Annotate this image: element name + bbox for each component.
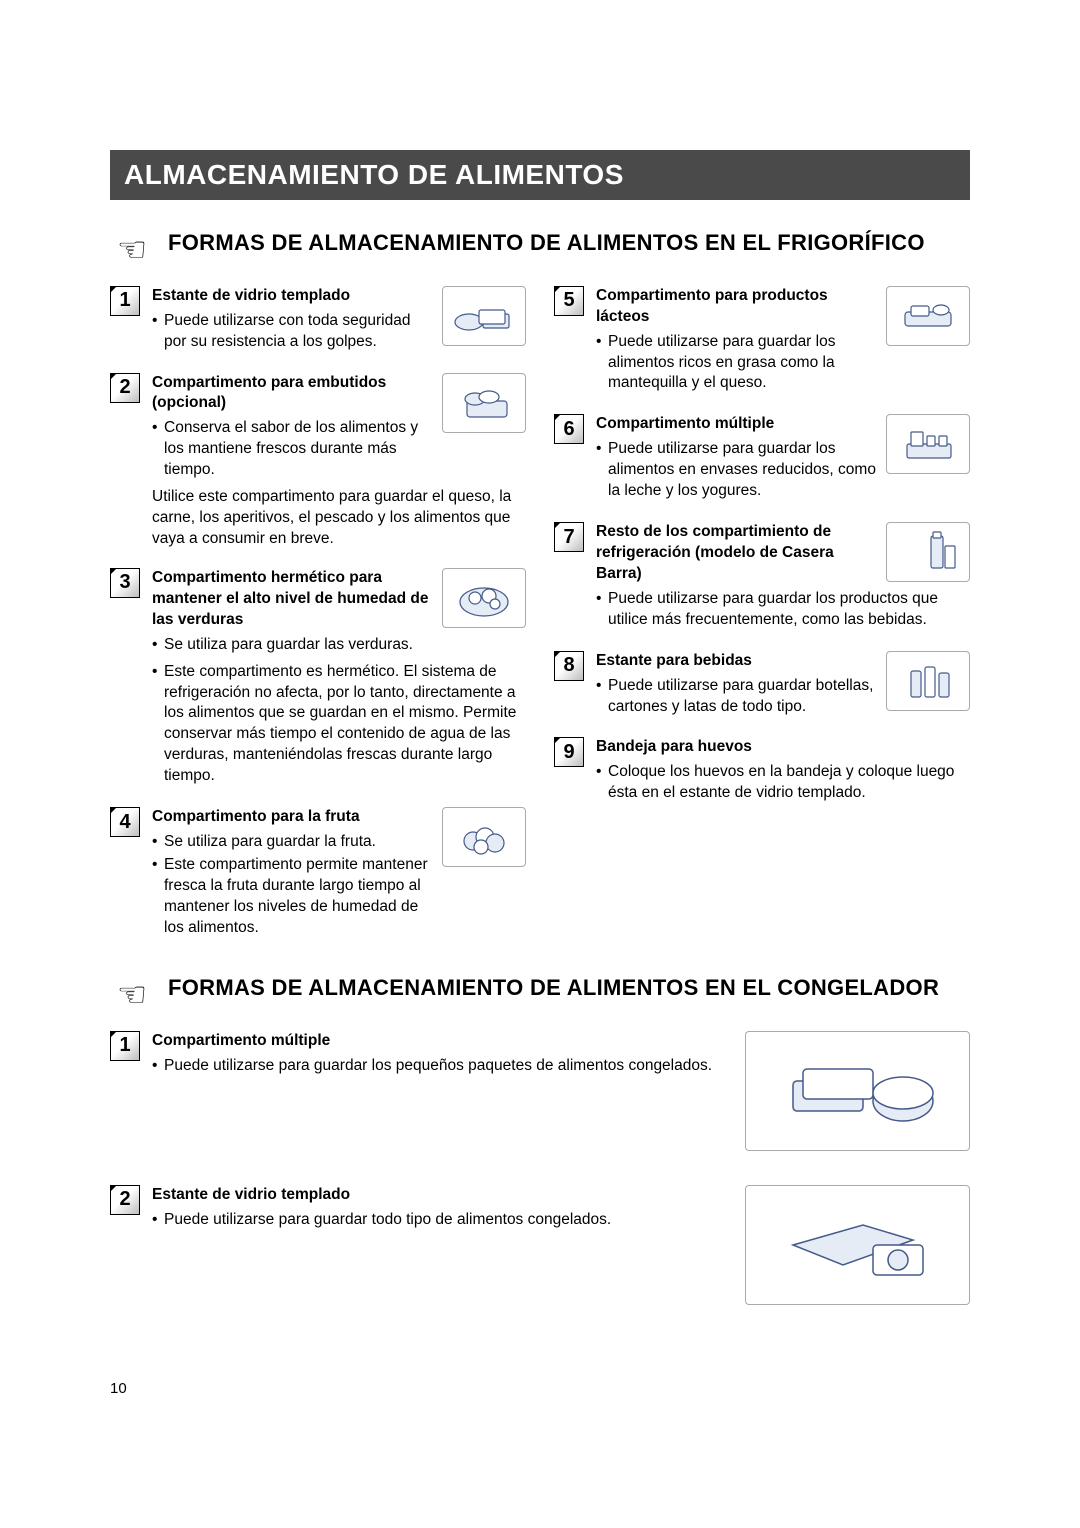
item-6: 6 Compartimento múltiple Puede utilizars… [554,414,970,504]
deli-drawer-icon [442,373,526,433]
item-title: Estante de vidrio templado [152,286,432,307]
section-title: FORMAS DE ALMACENAMIENTO DE ALIMENTOS EN… [168,228,925,258]
item-bullet: Puede utilizarse para guardar los pequeñ… [152,1056,725,1077]
num-badge: 5 [554,286,584,316]
item-9: 9 Bandeja para huevos Coloque los huevos… [554,737,970,806]
num-badge: 3 [110,568,140,598]
fridge-left-col: 1 Estante de vidrio templado Puede utili… [110,286,526,941]
num-badge: 8 [554,651,584,681]
item-bullet: Puede utilizarse para guardar los alimen… [596,332,876,395]
item-title: Compartimento múltiple [596,414,876,435]
item-bullet: Este compartimento permite mantener fres… [152,855,432,939]
freezer-item-1-row: 1 Compartimento múltiple Puede utilizars… [110,1031,970,1163]
item-2: 2 Compartimento para embutidos (opcional… [110,373,526,550]
item-title: Compartimento para embutidos (opcional) [152,373,432,415]
item-bullet: Puede utilizarse con toda seguridad por … [152,311,432,353]
item-bullet: Este compartimento es hermético. El sist… [152,662,526,788]
item-5: 5 Compartimento para productos lácteos P… [554,286,970,397]
bottle-shelf-icon [886,651,970,711]
fruit-bin-icon [442,807,526,867]
item-title: Estante para bebidas [596,651,876,672]
item-3: 3 Compartimento hermético para mantener … [110,568,526,789]
num-badge: 1 [110,286,140,316]
item-bullet: Puede utilizarse para guardar todo tipo … [152,1210,725,1231]
num-badge: 6 [554,414,584,444]
item-1: 1 Estante de vidrio templado Puede utili… [110,286,526,355]
freezer-section: ☜ FORMAS DE ALMACENAMIENTO DE ALIMENTOS … [110,973,970,1339]
item-bullet: Conserva el sabor de los alimentos y los… [152,418,432,481]
section-head: ☜ FORMAS DE ALMACENAMIENTO DE ALIMENTOS … [110,228,970,272]
item-7: 7 Resto de los compartimiento de refrige… [554,522,970,633]
item-title: Estante de vidrio templado [152,1185,725,1206]
item-title: Compartimento para productos lácteos [596,286,876,328]
num-badge: 2 [110,1185,140,1215]
section-title: FORMAS DE ALMACENAMIENTO DE ALIMENTOS EN… [168,973,939,1003]
item-title: Bandeja para huevos [596,737,970,758]
hand-pointing-icon: ☜ [110,973,154,1017]
page-title-bar: ALMACENAMIENTO DE ALIMENTOS [110,150,970,200]
num-badge: 2 [110,373,140,403]
vegetable-bin-icon [442,568,526,628]
item-title: Compartimento hermético para mantener el… [152,568,432,631]
item-bullet: Se utiliza para guardar las verduras. [152,635,432,656]
page-title: ALMACENAMIENTO DE ALIMENTOS [124,156,956,194]
item-4: 4 Compartimento para la fruta Se utiliza… [110,807,526,941]
item-bullet: Puede utilizarse para guardar los produc… [596,589,970,631]
item-title: Compartimento para la fruta [152,807,432,828]
fridge-section: ☜ FORMAS DE ALMACENAMIENTO DE ALIMENTOS … [110,228,970,941]
item-bullet: Coloque los huevos en la bandeja y coloq… [596,762,970,804]
item-bullet: Puede utilizarse para guardar botellas, … [596,676,876,718]
item-extra: Utilice este compartimento para guardar … [152,487,526,550]
item-bullet: Puede utilizarse para guardar los alimen… [596,439,876,502]
item-title: Compartimento múltiple [152,1031,725,1052]
num-badge: 1 [110,1031,140,1061]
glass-shelf-icon [442,286,526,346]
num-badge: 9 [554,737,584,767]
freezer-item-2-row: 2 Estante de vidrio templado Puede utili… [110,1185,970,1317]
page-number: 10 [110,1379,970,1399]
num-badge: 7 [554,522,584,552]
homebar-icon [886,522,970,582]
num-badge: 4 [110,807,140,837]
multi-bin-icon [886,414,970,474]
frozen-packages-icon [745,1031,970,1151]
fridge-right-col: 5 Compartimento para productos lácteos P… [554,286,970,941]
frozen-shelf-icon [745,1185,970,1305]
section-head: ☜ FORMAS DE ALMACENAMIENTO DE ALIMENTOS … [110,973,970,1017]
dairy-bin-icon [886,286,970,346]
item-title: Resto de los compartimiento de refrigera… [596,522,876,585]
item-bullet: Se utiliza para guardar la fruta. [152,832,432,853]
hand-pointing-icon: ☜ [110,228,154,272]
item-8: 8 Estante para bebidas Puede utilizarse … [554,651,970,720]
fridge-columns: 1 Estante de vidrio templado Puede utili… [110,286,970,941]
